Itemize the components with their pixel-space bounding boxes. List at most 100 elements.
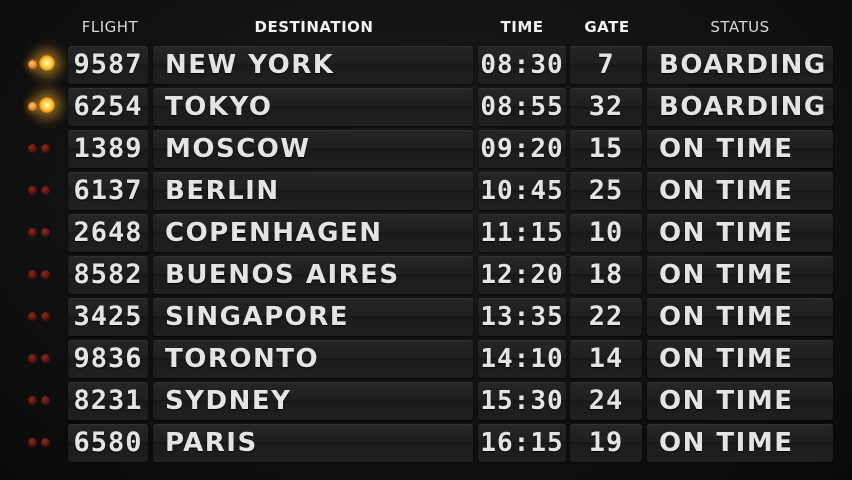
destination-cell: BERLIN	[153, 172, 473, 210]
time-cell: 09:20	[478, 130, 566, 168]
gate-number: 10	[588, 217, 624, 248]
gate-number: 25	[588, 175, 624, 206]
flight-number-cell: 6137	[68, 172, 148, 210]
destination-cell: BUENOS AIRES	[153, 256, 473, 294]
flight-number-cell: 6254	[68, 88, 148, 126]
flight-status: ON TIME	[659, 176, 794, 206]
flight-number: 6254	[73, 91, 143, 122]
flight-status: BOARDING	[659, 50, 827, 80]
flight-number-cell: 6580	[68, 424, 148, 462]
status-light-icon	[28, 228, 37, 237]
status-light-icon	[41, 438, 50, 447]
flight-number: 8231	[73, 385, 143, 416]
status-lights	[26, 184, 60, 198]
departure-time: 08:55	[480, 92, 564, 122]
gate-cell: 25	[570, 172, 642, 210]
flight-row: 2648 COPENHAGEN 11:15 10 ON TIME	[0, 213, 852, 253]
gate-number: 22	[588, 301, 624, 332]
status-lights	[26, 394, 60, 408]
time-cell: 08:55	[478, 88, 566, 126]
flight-number-cell: 9587	[68, 46, 148, 84]
flight-row: 6254 TOKYO 08:55 32 BOARDING	[0, 87, 852, 127]
header-status: STATUS	[710, 18, 770, 36]
status-light-icon	[41, 312, 50, 321]
flight-number-cell: 9836	[68, 340, 148, 378]
status-cell: ON TIME	[647, 340, 833, 378]
flight-number: 9836	[73, 343, 143, 374]
flight-row: 1389 MOSCOW 09:20 15 ON TIME	[0, 129, 852, 169]
status-cell: ON TIME	[647, 214, 833, 252]
flight-number-cell: 8231	[68, 382, 148, 420]
status-cell: ON TIME	[647, 382, 833, 420]
gate-cell: 10	[570, 214, 642, 252]
flight-number: 3425	[73, 301, 143, 332]
status-cell: ON TIME	[647, 298, 833, 336]
flight-number-cell: 2648	[68, 214, 148, 252]
flight-row: 9587 NEW YORK 08:30 7 BOARDING	[0, 45, 852, 85]
status-light-icon	[41, 186, 50, 195]
destination-cell: SINGAPORE	[153, 298, 473, 336]
flight-status: ON TIME	[659, 428, 794, 458]
time-cell: 14:10	[478, 340, 566, 378]
destination: SINGAPORE	[165, 302, 350, 332]
flight-number-cell: 3425	[68, 298, 148, 336]
destination-cell: COPENHAGEN	[153, 214, 473, 252]
departure-time: 13:35	[480, 302, 564, 332]
departure-time: 15:30	[480, 386, 564, 416]
gate-number: 14	[588, 343, 624, 374]
flight-status: ON TIME	[659, 386, 794, 416]
destination: COPENHAGEN	[165, 218, 383, 248]
status-light-icon	[41, 396, 50, 405]
status-lights	[26, 310, 60, 324]
flight-status: ON TIME	[659, 134, 794, 164]
gate-number: 19	[588, 427, 624, 458]
destination: MOSCOW	[165, 134, 311, 164]
status-light-icon	[28, 396, 37, 405]
status-light-icon	[28, 102, 37, 111]
time-cell: 15:30	[478, 382, 566, 420]
status-cell: ON TIME	[647, 130, 833, 168]
gate-cell: 22	[570, 298, 642, 336]
flight-status: ON TIME	[659, 344, 794, 374]
status-light-icon	[41, 144, 50, 153]
destination-cell: TORONTO	[153, 340, 473, 378]
status-light-icon	[28, 60, 37, 69]
destination-cell: MOSCOW	[153, 130, 473, 168]
gate-cell: 14	[570, 340, 642, 378]
destination: PARIS	[165, 428, 258, 458]
status-lights	[26, 142, 60, 156]
status-cell: ON TIME	[647, 424, 833, 462]
destination: BUENOS AIRES	[165, 260, 400, 290]
status-light-icon	[28, 354, 37, 363]
gate-number: 18	[588, 259, 624, 290]
departure-time: 14:10	[480, 344, 564, 374]
flight-number: 9587	[73, 49, 143, 80]
departure-time: 08:30	[480, 50, 564, 80]
gate-cell: 24	[570, 382, 642, 420]
flight-number-cell: 8582	[68, 256, 148, 294]
flight-number-cell: 1389	[68, 130, 148, 168]
destination-cell: PARIS	[153, 424, 473, 462]
flight-status: ON TIME	[659, 302, 794, 332]
header-destination: DESTINATION	[254, 18, 374, 36]
destination-cell: SYDNEY	[153, 382, 473, 420]
time-cell: 16:15	[478, 424, 566, 462]
flight-status: ON TIME	[659, 260, 794, 290]
status-cell: ON TIME	[647, 172, 833, 210]
flight-row: 3425 SINGAPORE 13:35 22 ON TIME	[0, 297, 852, 337]
status-lights	[26, 436, 60, 450]
flight-row: 8231 SYDNEY 15:30 24 ON TIME	[0, 381, 852, 421]
time-cell: 11:15	[478, 214, 566, 252]
destination-cell: TOKYO	[153, 88, 473, 126]
status-light-icon	[41, 354, 50, 363]
status-lights	[26, 226, 60, 240]
header-time: TIME	[500, 18, 544, 36]
flight-number: 2648	[73, 217, 143, 248]
status-light-icon	[39, 55, 55, 71]
flight-row: 6137 BERLIN 10:45 25 ON TIME	[0, 171, 852, 211]
status-light-icon	[41, 270, 50, 279]
flight-row: 8582 BUENOS AIRES 12:20 18 ON TIME	[0, 255, 852, 295]
status-light-icon	[41, 228, 50, 237]
status-light-icon	[28, 312, 37, 321]
